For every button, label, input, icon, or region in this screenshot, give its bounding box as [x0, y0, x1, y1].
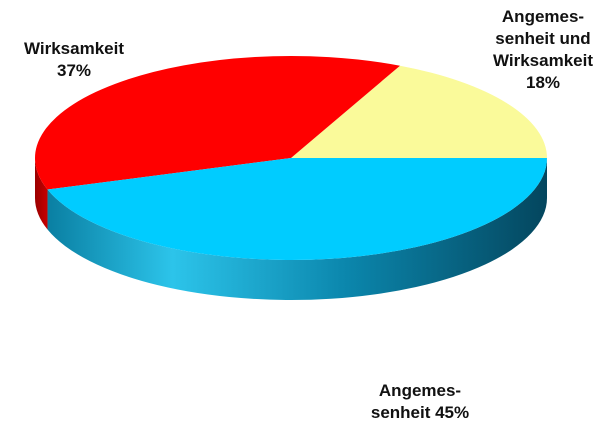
- slice-label-line: Wirksamkeit: [492, 51, 593, 70]
- slice-percent: 18%: [525, 73, 561, 92]
- pie-slice: [34, 56, 400, 190]
- slice-label-line: Wirksamkeit: [23, 39, 124, 58]
- slice-label-wirksamkeit: Wirksamkeit 37%: [4, 38, 144, 82]
- pie-slice: [47, 158, 547, 260]
- slice-label-angemessenheit: Angemes- senheit 45%: [330, 380, 510, 424]
- pie-slice: [291, 65, 547, 158]
- slice-label-line: Angemes-: [378, 381, 462, 400]
- pie-slice-side: [35, 158, 48, 230]
- slice-label-angemessenheit-und-wirksamkeit: Angemes- senheit und Wirksamkeit 18%: [478, 6, 608, 94]
- slice-label-line: senheit und: [495, 29, 591, 48]
- pie-side: [35, 158, 547, 300]
- slice-label-line: senheit 45%: [370, 403, 470, 422]
- pie-slice-side: [47, 158, 547, 300]
- pie-top: [34, 56, 547, 260]
- slice-label-line: Angemes-: [501, 7, 585, 26]
- slice-percent: 37%: [56, 61, 92, 80]
